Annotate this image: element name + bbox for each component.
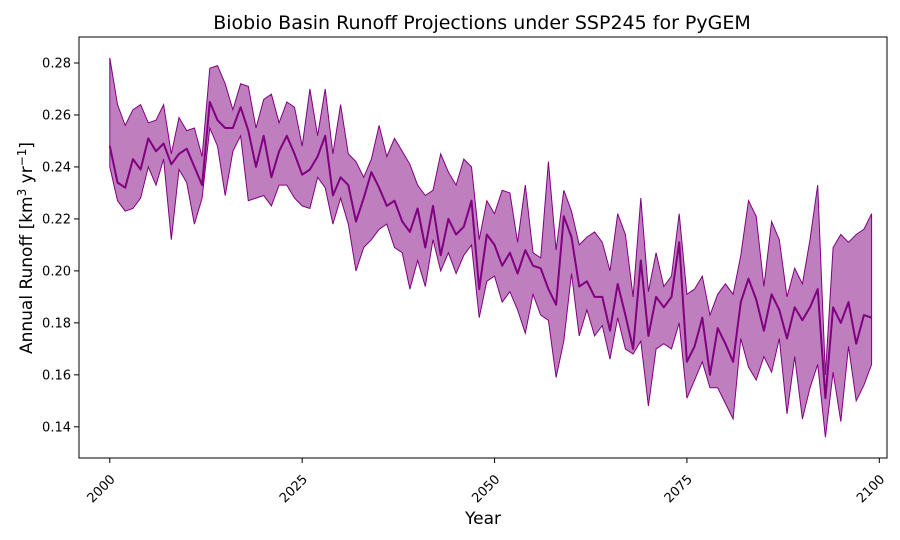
y-tick-label: 0.28 bbox=[42, 56, 71, 71]
y-axis: 0.14 0.16 0.18 0.20 0.22 0.24 0.26 0.28 bbox=[42, 56, 79, 435]
y-axis-label-sup2: −1 bbox=[15, 149, 29, 167]
plot-frame bbox=[78, 36, 888, 459]
uncertainty-band bbox=[109, 57, 873, 438]
x-axis-label: Year bbox=[464, 509, 501, 529]
y-tick-label: 0.22 bbox=[42, 212, 71, 227]
y-axis-label-main: Annual Runoff [km bbox=[17, 196, 37, 354]
chart-title: Biobio Basin Runoff Projections under SS… bbox=[213, 12, 751, 34]
plot-area bbox=[108, 57, 873, 438]
y-axis-label: Annual Runoff [km3 yr−1] bbox=[15, 142, 37, 354]
y-tick-label: 0.24 bbox=[42, 160, 71, 175]
y-tick-label: 0.26 bbox=[42, 108, 71, 123]
y-tick-label: 0.14 bbox=[42, 420, 71, 435]
mean-runoff-line bbox=[108, 101, 872, 400]
y-tick-label: 0.16 bbox=[42, 368, 71, 383]
y-axis-label-mid: yr bbox=[17, 166, 37, 188]
y-tick-label: 0.20 bbox=[42, 264, 71, 279]
y-tick-label: 0.18 bbox=[42, 316, 71, 331]
y-axis-label-end: ] bbox=[17, 142, 37, 149]
y-axis-label-sup1: 3 bbox=[15, 189, 29, 197]
